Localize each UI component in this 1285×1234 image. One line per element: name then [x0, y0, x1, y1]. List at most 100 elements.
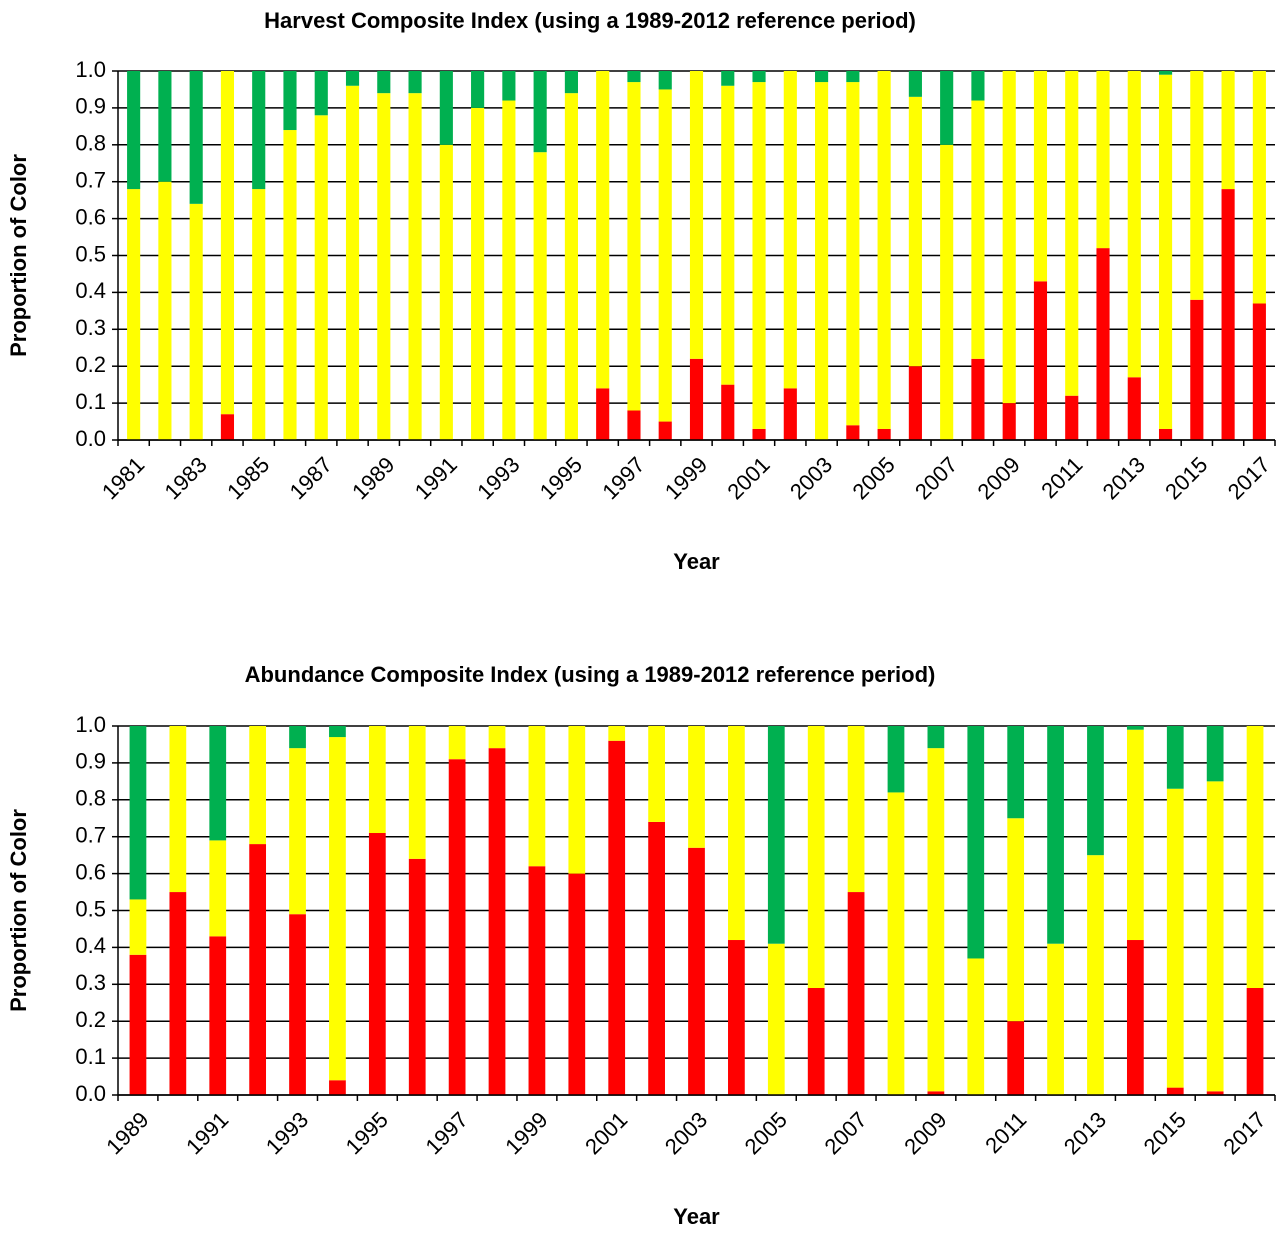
bar-segment [169, 726, 187, 893]
bar-segment [927, 748, 945, 1092]
bar-segment [1166, 1087, 1184, 1095]
y-tick-label: 0.1 [75, 1044, 106, 1069]
bar-segment [1065, 395, 1079, 440]
bar-segment [648, 821, 665, 1095]
x-tick-label: 1993 [472, 452, 524, 504]
y-axis-title: Proportion of Color [6, 154, 31, 357]
x-tick-label: 1983 [160, 452, 212, 504]
bar-segment [940, 71, 954, 145]
x-tick-label: 2001 [580, 1107, 632, 1159]
bar-segment [846, 71, 860, 83]
x-tick-label: 2011 [1036, 452, 1087, 503]
bar-segment [471, 71, 485, 108]
bar-segment [728, 940, 745, 1095]
bar-segment [314, 71, 328, 116]
bar-segment [471, 107, 485, 441]
bar-segment [289, 726, 306, 749]
bar-segment [648, 726, 665, 822]
bar-segment [728, 726, 745, 941]
y-tick-label: 0.5 [75, 241, 106, 266]
bar-segment [220, 414, 235, 440]
bar-segment [249, 844, 267, 1095]
y-tick-label: 0.4 [75, 278, 106, 303]
bar-segment [345, 71, 360, 86]
bar-segment [568, 726, 586, 874]
y-tick-label: 0.2 [75, 1007, 106, 1032]
bar-segment [564, 93, 578, 440]
bar-segment [158, 71, 172, 182]
bar-segment [940, 144, 954, 441]
bar-segment [971, 71, 985, 101]
bar-segment [533, 71, 547, 153]
bar-segment [1158, 428, 1173, 440]
bar-segment [1007, 818, 1025, 1022]
bar-segment [1206, 726, 1224, 782]
bar-segment [1047, 726, 1064, 944]
bar-segment [528, 726, 546, 867]
chart-title: Abundance Composite Index (using a 1989-… [245, 662, 936, 687]
bar-segment [658, 421, 672, 440]
bar-segment [1252, 303, 1266, 440]
bar-segment [368, 833, 386, 1095]
bar-segment [971, 358, 985, 440]
bar-segment [971, 100, 985, 359]
bar-segment [752, 428, 766, 440]
x-tick-label: 2009 [973, 452, 1025, 504]
bar-segment [1206, 781, 1224, 1092]
bar-segment [1252, 71, 1266, 304]
bar-segment [608, 740, 626, 1095]
bar-segment [1096, 71, 1110, 249]
y-tick-label: 0.4 [75, 933, 106, 958]
bar-segment [807, 726, 825, 988]
bar-segment [721, 85, 735, 385]
bar-segment [408, 858, 426, 1095]
bar-segment [220, 71, 235, 415]
bar-segment [158, 181, 172, 440]
bar-segment [1246, 726, 1264, 988]
y-tick-label: 0.0 [75, 1081, 106, 1106]
bar-segment [908, 96, 922, 367]
bar-segment [752, 82, 766, 429]
bar-segment [129, 899, 147, 955]
y-axis-title: Proportion of Color [6, 809, 31, 1012]
bar-segment [564, 71, 578, 94]
bar-segment [908, 71, 922, 97]
x-tick-label: 2013 [1098, 452, 1150, 504]
bar-segment [846, 425, 860, 440]
y-tick-label: 0.3 [75, 315, 106, 340]
y-tick-label: 0.6 [75, 204, 106, 229]
bar-segment [289, 748, 306, 915]
y-tick-label: 0.0 [75, 426, 106, 451]
bar-segment [887, 726, 905, 793]
bar-segment [283, 130, 297, 441]
bar-segment [439, 71, 453, 145]
bar-segment [847, 892, 865, 1095]
bar-segment [408, 726, 426, 859]
x-tick-label: 1995 [535, 452, 587, 504]
y-tick-label: 1.0 [75, 57, 106, 82]
bar-segment [688, 847, 705, 1095]
y-tick-label: 0.5 [75, 896, 106, 921]
bar-segment [1087, 726, 1104, 856]
bar-segment [815, 82, 829, 440]
y-tick-label: 0.7 [75, 168, 106, 193]
x-tick-label: 2007 [819, 1107, 871, 1159]
bar-segment [1126, 726, 1144, 730]
bar-segment [1158, 71, 1173, 75]
chart-title: Harvest Composite Index (using a 1989-20… [264, 8, 916, 33]
bar-segment [608, 726, 626, 741]
bar-segment [377, 71, 391, 94]
bar-segment [1033, 71, 1048, 282]
bar-segment [1158, 74, 1173, 429]
bar-segment [568, 873, 586, 1095]
bar-segment [1166, 726, 1184, 789]
bar-segment [129, 954, 147, 1095]
x-tick-label: 1987 [285, 452, 337, 504]
bar-segment [249, 726, 267, 845]
bar-segment [1002, 403, 1016, 440]
bar-segment [887, 792, 905, 1095]
bar-segment [658, 89, 672, 422]
x-tick-label: 1997 [597, 452, 649, 504]
bar-segment [815, 71, 829, 83]
bar-segment [927, 726, 945, 749]
